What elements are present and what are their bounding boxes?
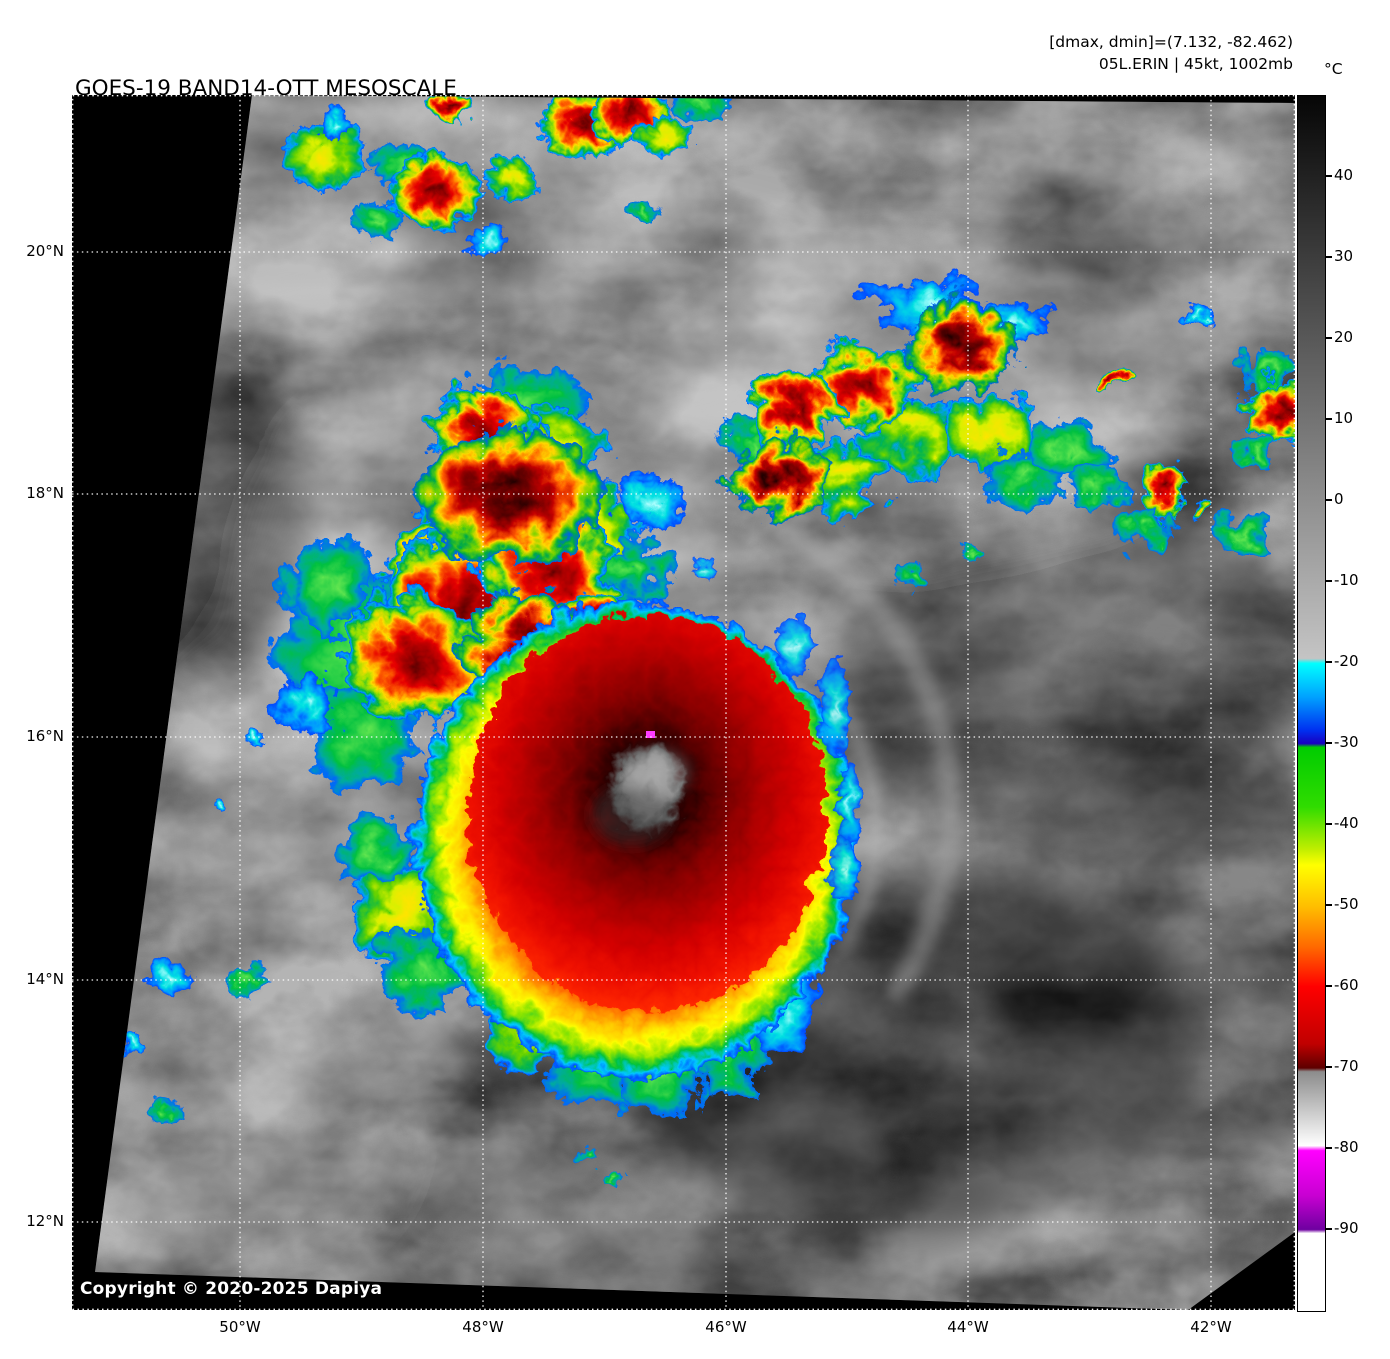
- copyright-watermark: Copyright © 2020-2025 Dapiya: [80, 1279, 383, 1299]
- colorbar-tick-label: -40: [1334, 814, 1359, 832]
- hurricane-cdo: [327, 556, 859, 1115]
- colorbar-tick-mark: [1326, 742, 1332, 744]
- colorbar-tick-mark: [1326, 904, 1332, 906]
- colorbar-tick-mark: [1326, 580, 1332, 582]
- colorbar-tick-mark: [1326, 256, 1332, 258]
- lon-tick-label: 42°W: [1190, 1318, 1232, 1336]
- header-stats-block: [dmax, dmin]=(7.132, -82.462) 05L.ERIN |…: [1049, 31, 1293, 75]
- nw-convection-cluster: [270, 356, 670, 787]
- satellite-scene: [72, 95, 1295, 1310]
- colorbar-tick-label: 40: [1334, 166, 1354, 184]
- lon-tick-label: 46°W: [705, 1318, 747, 1336]
- coldest-pixel-marker: [646, 731, 655, 738]
- lat-tick-label: 18°N: [26, 484, 64, 502]
- colorbar-tick-label: 0: [1334, 490, 1344, 508]
- colorbar-tick-mark: [1326, 823, 1332, 825]
- colorbar: [1297, 95, 1326, 1312]
- lat-tick-label: 20°N: [26, 242, 64, 260]
- colorbar-tick-label: -90: [1334, 1219, 1359, 1237]
- colorbar-tick-mark: [1326, 175, 1332, 177]
- ne-convection-cluster: [715, 272, 1295, 575]
- colorbar-tick-mark: [1326, 337, 1332, 339]
- colorbar-tick-mark: [1326, 418, 1332, 420]
- colorbar-tick-label: 30: [1334, 247, 1354, 265]
- satellite-image-panel: [72, 95, 1295, 1310]
- plot-frame: [72, 95, 1295, 1310]
- colorbar-tick-label: -10: [1334, 571, 1359, 589]
- colorbar-tick-label: -20: [1334, 652, 1359, 670]
- storm-id-intensity: 05L.ERIN | 45kt, 1002mb: [1098, 55, 1293, 73]
- colorbar-tick-label: -70: [1334, 1057, 1359, 1075]
- colorbar-tick-mark: [1326, 1147, 1332, 1149]
- colorbar-tick-mark: [1326, 985, 1332, 987]
- colorbar-tick-label: -50: [1334, 895, 1359, 913]
- gridlines: [72, 95, 1295, 1310]
- lat-tick-label: 16°N: [26, 727, 64, 745]
- east-blue-flecks: [684, 556, 859, 897]
- colorbar-gradient: [1298, 96, 1325, 1311]
- northern-cold-cells: [278, 95, 725, 251]
- lon-tick-label: 44°W: [947, 1318, 989, 1336]
- colorbar-tick-mark: [1326, 499, 1332, 501]
- lat-tick-label: 12°N: [26, 1212, 64, 1230]
- colorbar-unit-label: °C: [1324, 60, 1343, 78]
- colorbar-tick-mark: [1326, 1066, 1332, 1068]
- colorbar-tick-mark: [1326, 1228, 1332, 1230]
- dmax-dmin-readout: [dmax, dmin]=(7.132, -82.462): [1049, 33, 1293, 51]
- lon-tick-label: 48°W: [462, 1318, 504, 1336]
- lat-tick-label: 14°N: [26, 970, 64, 988]
- colorbar-tick-label: -60: [1334, 976, 1359, 994]
- page-title: GOES-19 BAND14-OTT MESOSCALE: [75, 76, 457, 101]
- eye-region-shading: [592, 751, 687, 845]
- colorbar-tick-label: 20: [1334, 328, 1354, 346]
- lon-tick-label: 50°W: [219, 1318, 261, 1336]
- colorbar-tick-mark: [1326, 661, 1332, 663]
- colorbar-tick-label: 10: [1334, 409, 1354, 427]
- colorbar-tick-label: -30: [1334, 733, 1359, 751]
- colorbar-tick-label: -80: [1334, 1138, 1359, 1156]
- swath: [95, 95, 1295, 1310]
